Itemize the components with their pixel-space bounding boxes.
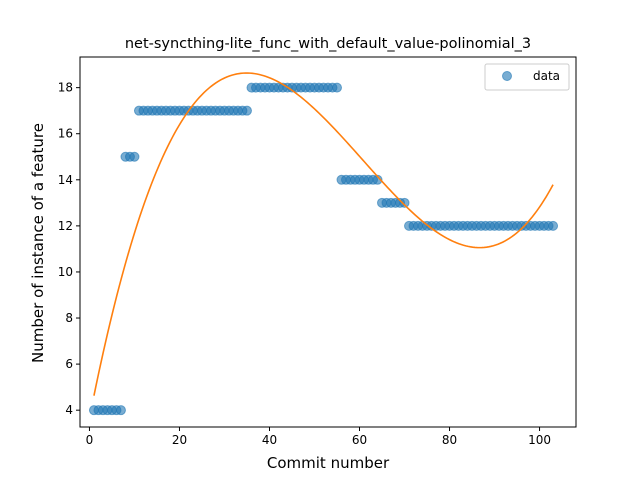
data-point: [241, 105, 252, 116]
x-tick-label: 20: [172, 433, 187, 447]
data-point: [115, 405, 126, 416]
legend-label-data: data: [533, 69, 560, 83]
fit-line: [93, 72, 554, 396]
y-tick-label: 14: [58, 173, 73, 187]
x-tick-label: 100: [528, 433, 551, 447]
axes: 0 20 40 60 80 100 4 6 8 10 12 14 16 18: [58, 56, 577, 447]
data-point: [129, 151, 140, 162]
data-point: [399, 197, 410, 208]
x-tick-label: 60: [352, 433, 367, 447]
x-tick-label: 80: [442, 433, 457, 447]
y-tick-label: 18: [58, 81, 73, 95]
y-tick-label: 8: [65, 311, 73, 325]
legend: data: [484, 63, 570, 91]
y-tick-label: 16: [58, 127, 73, 141]
y-tick-label: 10: [58, 265, 73, 279]
data-point: [548, 220, 559, 231]
x-tick-label: 0: [86, 433, 94, 447]
legend-frame: [484, 63, 570, 91]
axes-frame: [79, 56, 577, 428]
legend-marker-data: [502, 71, 512, 81]
x-tick-label: 40: [262, 433, 277, 447]
x-axis-label: Commit number: [267, 454, 390, 472]
data-point: [332, 82, 342, 93]
y-tick-label: 12: [58, 219, 73, 233]
y-tick-label: 6: [65, 357, 73, 371]
y-tick-label: 4: [65, 403, 73, 417]
y-axis-label: Number of instance of a feature: [29, 123, 47, 363]
chart-title: net-syncthing-lite_func_with_default_val…: [125, 36, 531, 52]
plot-area: [88, 72, 559, 416]
